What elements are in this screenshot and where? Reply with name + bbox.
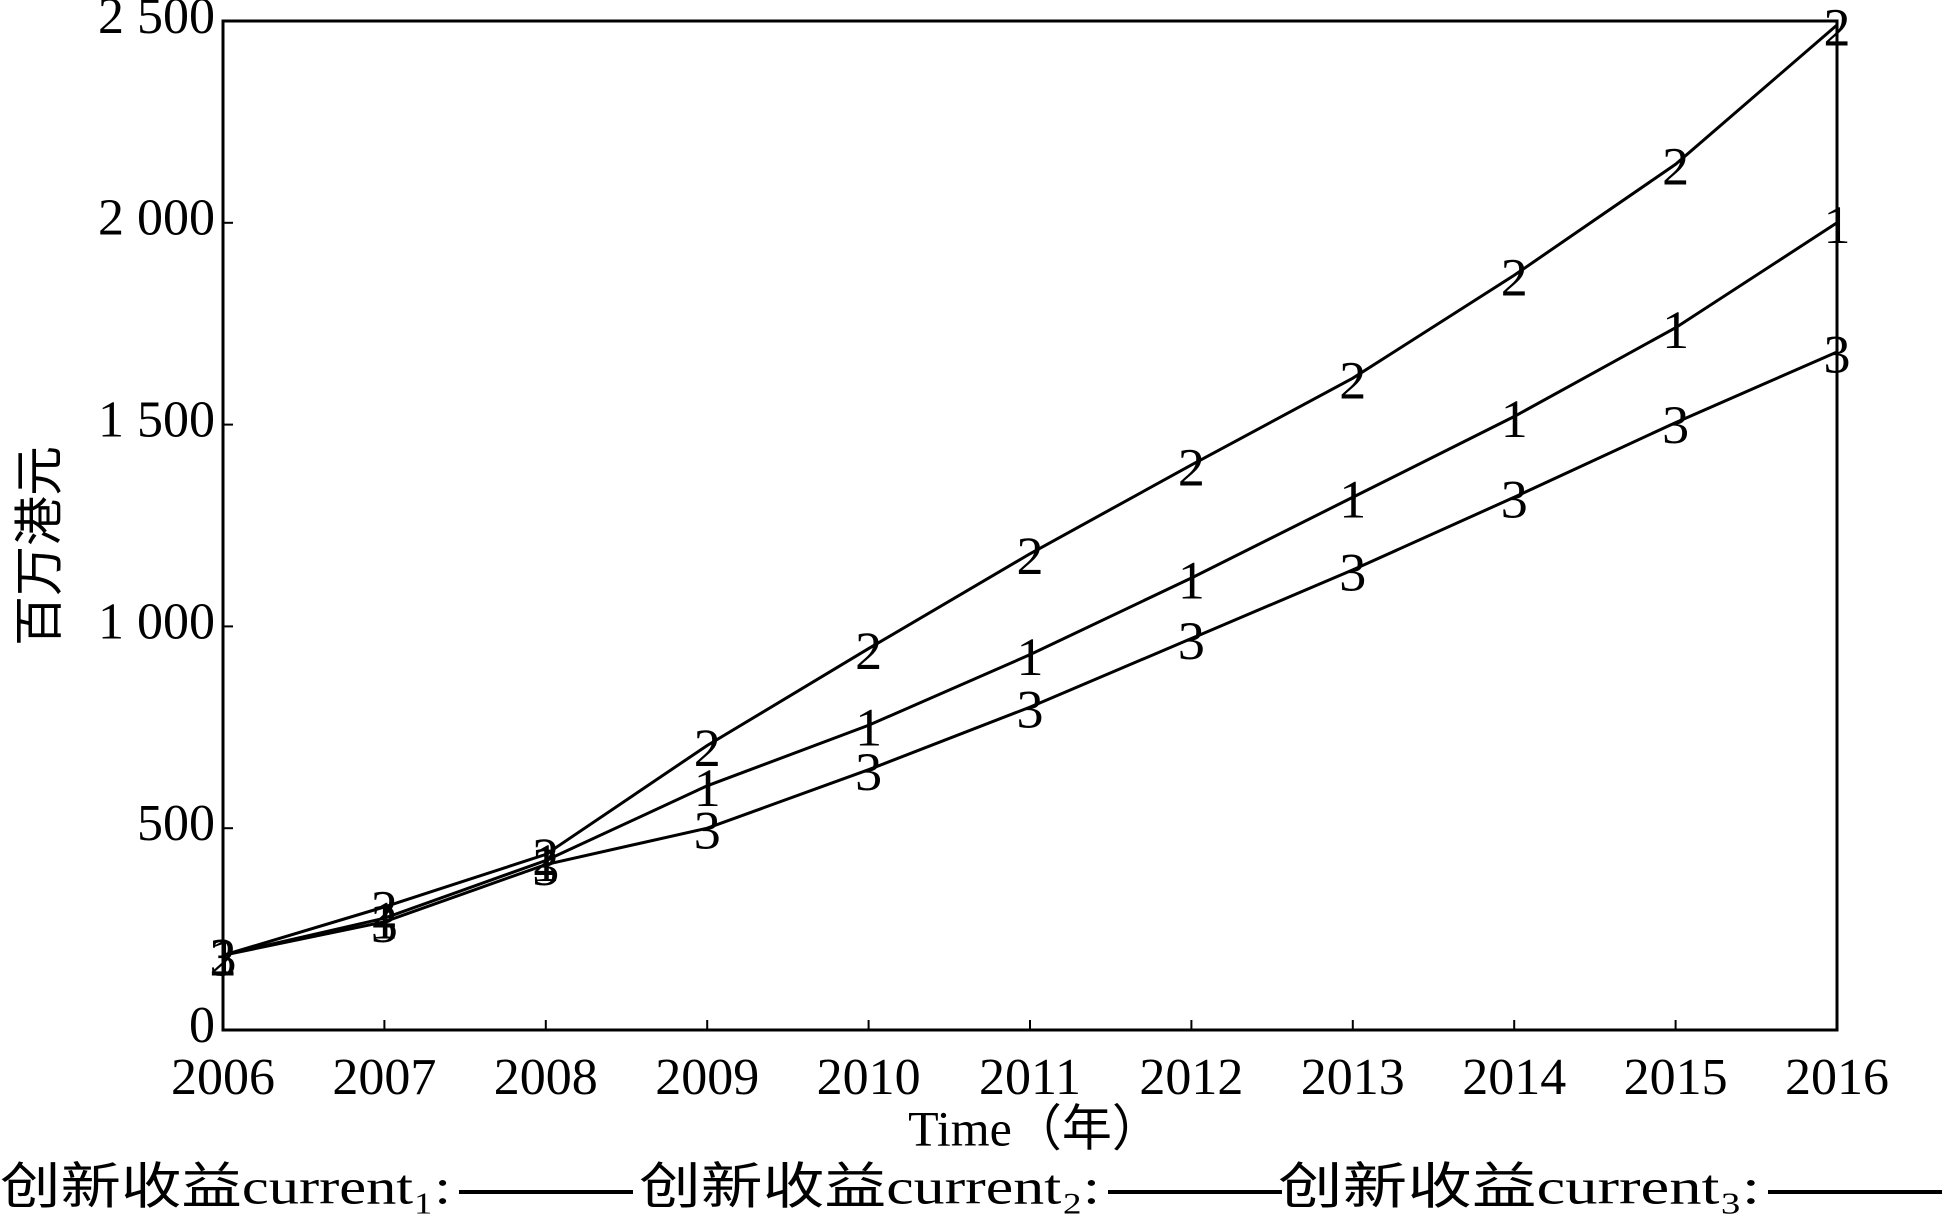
point-marker: 2 (1662, 137, 1689, 197)
x-tick-label: 2011 (979, 1049, 1081, 1106)
y-tick-label: 500 (137, 795, 215, 852)
point-marker: 3 (1662, 395, 1689, 455)
point-marker: 3 (371, 894, 398, 954)
point-marker: 1 (1017, 627, 1044, 687)
point-marker: 2 (371, 879, 398, 939)
point-marker: 2 (210, 928, 237, 988)
point-marker: 3 (1178, 611, 1205, 671)
point-marker: 3 (532, 837, 559, 897)
point-marker: 1 (855, 698, 882, 758)
point-marker: 2 (532, 827, 559, 887)
x-tick-label: 2015 (1624, 1049, 1728, 1106)
y-axis-label: 百万港元 (11, 446, 67, 646)
point-marker: 2 (855, 621, 882, 681)
point-marker: 3 (855, 742, 882, 802)
point-marker: 3 (210, 928, 237, 988)
point-marker: 1 (1501, 389, 1528, 449)
point-marker: 2 (694, 718, 721, 778)
legend-label: 创新收益current₃: (1278, 1158, 1760, 1214)
x-tick-label: 2010 (817, 1049, 921, 1106)
x-axis-label: Time（年） (908, 1100, 1162, 1156)
x-tick-label: 2006 (171, 1049, 275, 1106)
point-marker: 2 (1339, 351, 1366, 411)
point-marker: 2 (1017, 526, 1044, 586)
point-marker: 3 (1501, 470, 1528, 530)
point-marker: 1 (694, 758, 721, 818)
x-tick-label: 2007 (332, 1049, 436, 1106)
x-tick-label: 2014 (1462, 1049, 1566, 1106)
x-tick-label: 2013 (1301, 1049, 1405, 1106)
point-marker: 3 (694, 801, 721, 861)
x-tick-label: 2009 (655, 1049, 759, 1106)
y-tick-label: 1 000 (98, 593, 215, 650)
series-line (222, 350, 1838, 957)
point-marker: 3 (1339, 542, 1366, 602)
point-marker: 1 (1339, 470, 1366, 530)
point-marker: 1 (210, 928, 237, 988)
point-marker: 2 (1501, 248, 1528, 308)
point-marker: 1 (1662, 300, 1689, 360)
legend-label: 创新收益current₂: (639, 1158, 1100, 1214)
legend-label: 创新收益current₁: (0, 1158, 451, 1214)
y-tick-label: 0 (189, 997, 215, 1054)
point-marker: 1 (1824, 195, 1851, 255)
point-marker: 2 (1178, 437, 1205, 497)
series-line (222, 221, 1838, 957)
point-marker: 3 (1824, 324, 1851, 384)
y-tick-label: 2 500 (98, 0, 215, 45)
x-tick-label: 2008 (494, 1049, 598, 1106)
point-marker: 2 (1824, 0, 1851, 57)
point-marker: 3 (1017, 680, 1044, 740)
y-tick-label: 2 000 (98, 190, 215, 247)
x-tick-label: 2016 (1785, 1049, 1889, 1106)
y-tick-label: 1 500 (98, 392, 215, 449)
series-line (222, 23, 1838, 957)
point-marker: 1 (1178, 550, 1205, 610)
x-tick-label: 2012 (1139, 1049, 1243, 1106)
